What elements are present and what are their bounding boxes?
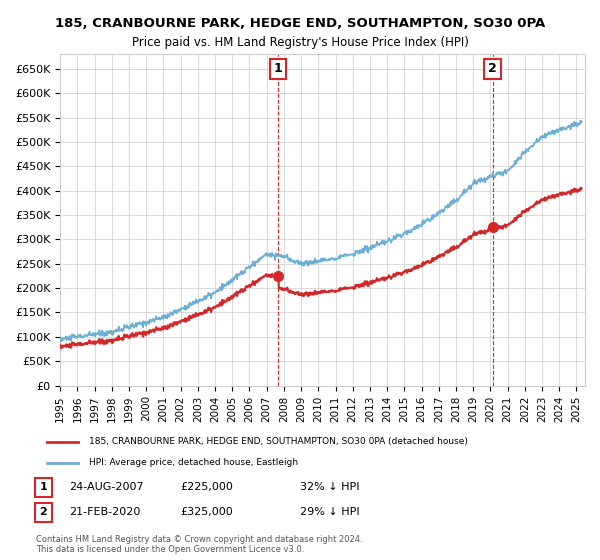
Text: 1: 1 [274, 62, 282, 75]
Text: 185, CRANBOURNE PARK, HEDGE END, SOUTHAMPTON, SO30 0PA: 185, CRANBOURNE PARK, HEDGE END, SOUTHAM… [55, 17, 545, 30]
Text: 29% ↓ HPI: 29% ↓ HPI [300, 507, 359, 517]
Text: 1: 1 [40, 482, 47, 492]
Text: HPI: Average price, detached house, Eastleigh: HPI: Average price, detached house, East… [89, 458, 298, 467]
Text: £325,000: £325,000 [180, 507, 233, 517]
Text: Contains HM Land Registry data © Crown copyright and database right 2024.
This d: Contains HM Land Registry data © Crown c… [36, 535, 362, 554]
Text: 2: 2 [488, 62, 497, 75]
Text: 24-AUG-2007: 24-AUG-2007 [69, 482, 143, 492]
Text: 32% ↓ HPI: 32% ↓ HPI [300, 482, 359, 492]
Text: £225,000: £225,000 [180, 482, 233, 492]
Text: 21-FEB-2020: 21-FEB-2020 [69, 507, 140, 517]
Text: 185, CRANBOURNE PARK, HEDGE END, SOUTHAMPTON, SO30 0PA (detached house): 185, CRANBOURNE PARK, HEDGE END, SOUTHAM… [89, 437, 467, 446]
Text: Price paid vs. HM Land Registry's House Price Index (HPI): Price paid vs. HM Land Registry's House … [131, 36, 469, 49]
Text: 2: 2 [40, 507, 47, 517]
